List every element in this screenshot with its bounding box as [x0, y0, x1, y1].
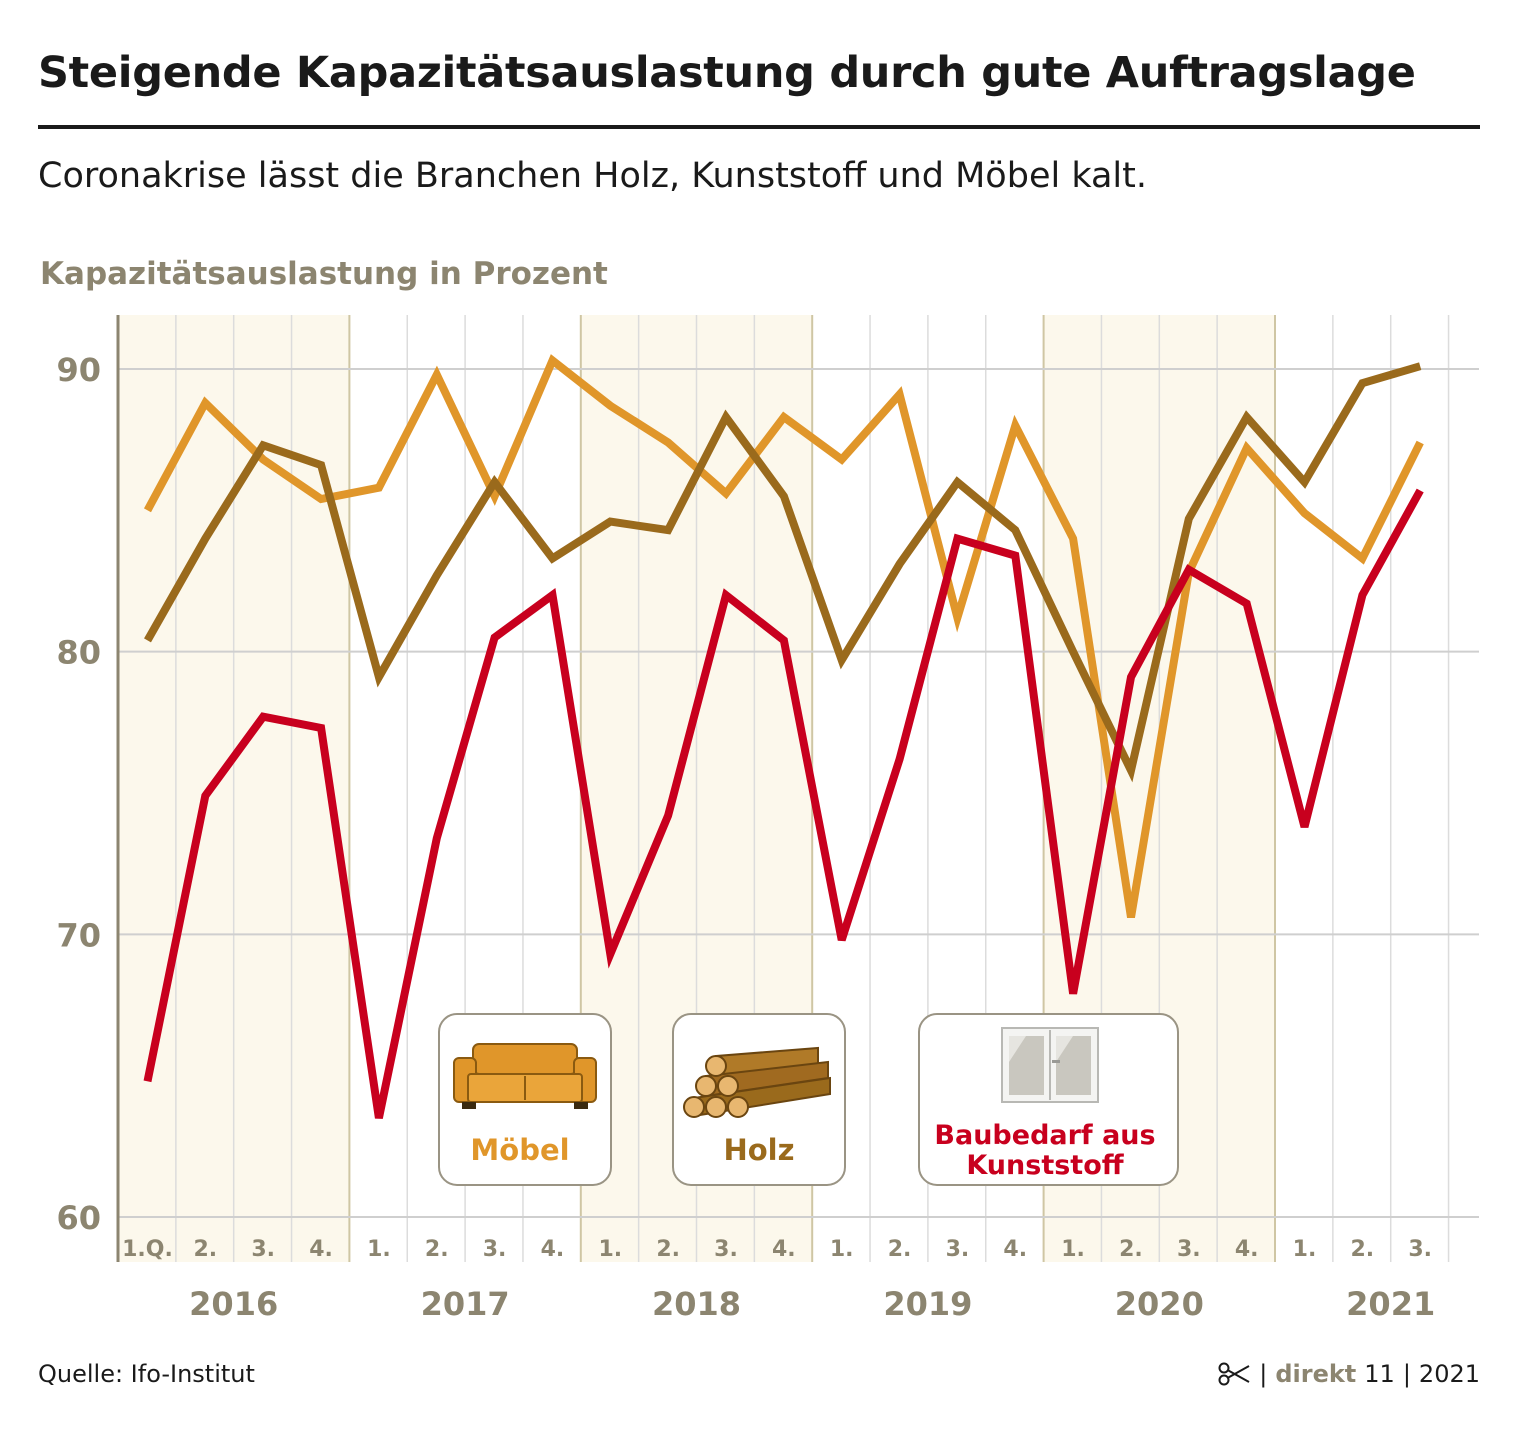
series-line-kunststoff: [143, 488, 1424, 1119]
year-label: 2020: [1115, 1285, 1204, 1323]
x-tick-label: 4.: [309, 1237, 333, 1262]
x-tick-label: 2.: [1119, 1237, 1143, 1262]
source-note: Quelle: Ifo-Institut: [38, 1360, 255, 1388]
footer-issue: 11: [1364, 1360, 1395, 1388]
x-tick-label: 4.: [772, 1237, 796, 1262]
legend-moebel: Möbel: [438, 1013, 612, 1186]
footer-brand: direkt: [1275, 1360, 1357, 1388]
y-axis-label: Kapazitätsauslastung in Prozent: [40, 256, 608, 292]
sofa-icon: [453, 1043, 597, 1109]
x-tick-label: 1.: [367, 1237, 391, 1262]
y-tick-label: 60: [56, 1199, 101, 1237]
series-line-holz: [144, 362, 1422, 783]
title-rule: [38, 125, 1480, 129]
legend-label-holz: Holz: [723, 1133, 794, 1167]
legend-holz: Holz: [672, 1013, 846, 1186]
y-tick-label: 80: [56, 634, 101, 672]
footer-year: 2021: [1418, 1360, 1480, 1388]
x-tick-label: 4.: [1235, 1237, 1259, 1262]
logs-icon: [683, 1046, 831, 1118]
x-tick-label: 3.: [251, 1237, 275, 1262]
year-label: 2019: [883, 1285, 972, 1323]
x-tick-label: 3.: [483, 1237, 507, 1262]
x-tick-label: 1.: [1293, 1237, 1317, 1262]
x-tick-label: 1.: [830, 1237, 854, 1262]
x-tick-label: 2.: [194, 1237, 218, 1262]
scissors-icon: [1218, 1362, 1250, 1386]
x-tick-label: 2.: [425, 1237, 449, 1262]
year-labels: 2016 2017 2018 2019 2020 2021: [189, 1285, 1435, 1323]
x-tick-label: 2.: [656, 1237, 680, 1262]
year-label: 2016: [189, 1285, 278, 1323]
legend-kunststoff: Baubedarf aus Kunststoff: [918, 1013, 1179, 1186]
chart-subtitle: Coronakrise lässt die Branchen Holz, Kun…: [38, 156, 1147, 196]
x-tick-label: 1.Q.: [122, 1237, 173, 1262]
year-label: 2018: [652, 1285, 741, 1323]
horizontal-grid: [116, 315, 1479, 1262]
legend-label-kunststoff-1: Baubedarf aus: [934, 1120, 1155, 1151]
y-tick-label: 70: [56, 916, 101, 954]
x-tick-label: 3.: [714, 1237, 738, 1262]
x-tick-label: 4.: [1003, 1237, 1027, 1262]
x-tick-labels: 1.Q. 2. 3. 4. 1. 2. 3. 4. 1. 2. 3. 4. 1. 2. 3. 4. 1. 2. 3.…: [122, 1237, 1432, 1262]
chart-title: Steigende Kapazitätsauslastung durch gut…: [38, 48, 1416, 98]
legend-label-moebel: Möbel: [470, 1133, 569, 1167]
x-tick-label: 1.: [1061, 1237, 1085, 1262]
x-tick-label: 2.: [1351, 1237, 1375, 1262]
footer-credit: | direkt 11 | 2021: [1217, 1360, 1480, 1388]
year-label: 2021: [1346, 1285, 1435, 1323]
year-label: 2017: [421, 1285, 510, 1323]
x-tick-label: 3.: [1177, 1237, 1201, 1262]
x-tick-label: 2.: [888, 1237, 912, 1262]
window-icon: [1001, 1027, 1099, 1103]
footer-separator-2: |: [1402, 1360, 1411, 1388]
x-tick-label: 4.: [541, 1237, 565, 1262]
footer-separator-1: |: [1259, 1360, 1268, 1388]
legend-label-kunststoff-2: Kunststoff: [966, 1150, 1124, 1181]
y-tick-label: 90: [56, 351, 101, 389]
series-line-moebel: [143, 354, 1424, 919]
x-tick-label: 3.: [946, 1237, 970, 1262]
x-tick-label: 3.: [1408, 1237, 1432, 1262]
y-tick-labels: 60 70 80 90: [56, 351, 101, 1237]
series-lines: [143, 354, 1424, 1119]
x-tick-label: 1.: [598, 1237, 622, 1262]
